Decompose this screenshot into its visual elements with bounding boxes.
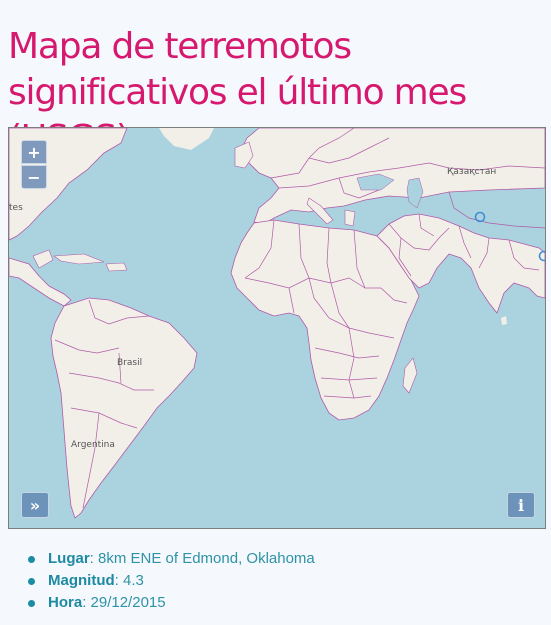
magnitude-value: : 4.3 [114, 572, 144, 589]
detail-time: Hora: 29/12/2015 [28, 592, 315, 614]
madagascar-land [402, 357, 418, 394]
place-value: : 8km ENE of Edmond, Oklahoma [89, 550, 315, 567]
earthquake-marker[interactable] [538, 250, 546, 262]
label-argentina: Argentina [71, 440, 115, 450]
italy-land [306, 197, 334, 225]
label-states-fragment: tes [9, 203, 23, 213]
central-america-land [9, 257, 72, 307]
asia-land [376, 213, 545, 314]
south-america-borders [54, 299, 154, 509]
earthquake-map[interactable]: Қазақстан Brasil Argentina tes + − » i [8, 127, 546, 529]
detail-place: Lugar: 8km ENE of Edmond, Oklahoma [28, 548, 315, 570]
africa-borders [244, 219, 408, 399]
earthquake-details: Lugar: 8km ENE of Edmond, Oklahoma Magni… [28, 548, 315, 614]
time-label: Hora [48, 594, 83, 611]
earthquake-marker[interactable] [474, 211, 486, 223]
expand-button[interactable]: » [21, 492, 49, 518]
british-isles-land [234, 141, 254, 169]
europe-borders [270, 128, 545, 199]
time-value: : 29/12/2015 [82, 594, 166, 611]
page-title: Mapa de terremotos significativos el últ… [8, 26, 467, 159]
greenland-land [159, 128, 214, 150]
south-america-land [50, 297, 198, 519]
yucatan-land [32, 249, 54, 269]
zoom-out-button[interactable]: − [21, 165, 47, 189]
detail-magnitude: Magnitud: 4.3 [28, 570, 315, 592]
zoom-in-button[interactable]: + [21, 140, 47, 164]
map-tiles[interactable]: Қазақстан Brasil Argentina tes [9, 128, 545, 528]
hispaniola-land [105, 262, 128, 272]
label-kazakhstan: Қазақстан [447, 167, 496, 177]
black-sea [356, 173, 395, 191]
cuba-land [53, 253, 105, 265]
asia-borders [388, 191, 545, 277]
sri-lanka-land [501, 316, 507, 325]
europe-land [240, 128, 545, 225]
label-brasil: Brasil [117, 358, 142, 368]
info-button[interactable]: i [507, 492, 535, 518]
magnitude-label: Magnitud [48, 572, 115, 589]
greece-land [344, 209, 356, 227]
caspian-sea [406, 177, 424, 209]
place-label: Lugar [48, 550, 90, 567]
